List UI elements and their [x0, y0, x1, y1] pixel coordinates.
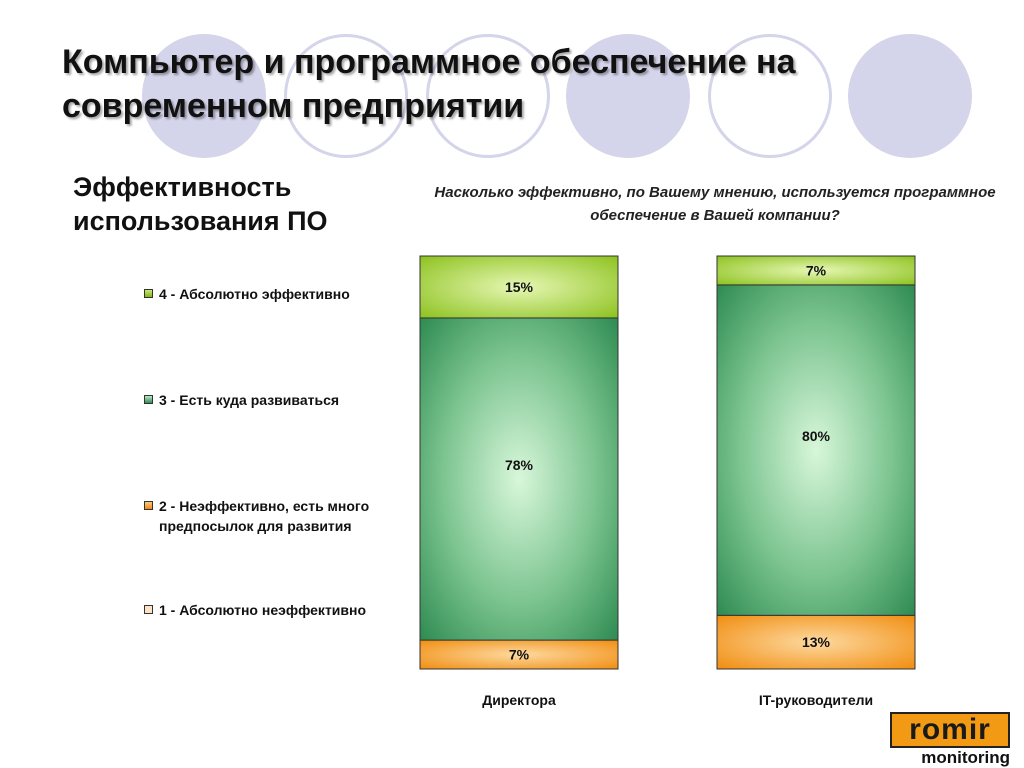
category-label-1: Директора	[482, 692, 556, 708]
legend-label-3: 3 - Есть куда развиваться	[159, 392, 340, 408]
logo-subtext: monitoring	[921, 748, 1010, 767]
data-label-2-3: 80%	[802, 428, 831, 444]
legend-swatch-3	[144, 395, 153, 404]
bar-segment-2-4	[716, 255, 916, 286]
data-label-2-4: 7%	[806, 262, 827, 278]
decor-circle-6	[848, 34, 972, 158]
data-label-1-4: 15%	[505, 279, 534, 295]
legend-label-4: 4 - Абсолютно эффективно	[159, 286, 350, 302]
legend-label-1: 1 - Абсолютно неэффективно	[159, 602, 367, 618]
data-label-1-3: 78%	[505, 457, 534, 473]
data-label-1-2: 7%	[509, 647, 530, 663]
page-title: Компьютер и программное обеспечение на с…	[62, 43, 796, 125]
decor-circle-3	[426, 34, 550, 158]
decor-circle-2	[284, 34, 408, 158]
decor-circle-1	[142, 34, 266, 158]
logo-box: romir	[890, 712, 1010, 748]
legend-item-4: 4 - Абсолютно эффективно	[142, 284, 402, 304]
decor-circle-5	[708, 34, 832, 158]
legend-label-2: 2 - Неэффективно, есть много предпосылок…	[159, 498, 370, 534]
data-label-2-2: 13%	[802, 634, 831, 650]
bar-segment-1-3	[419, 317, 619, 641]
romir-logo: romir monitoring	[890, 712, 1010, 768]
category-label-2: IT-руководители	[759, 692, 873, 708]
legend-item-1: 1 - Абсолютно неэффективно	[142, 600, 402, 620]
logo-word: romir	[909, 713, 991, 746]
bar-segment-1-4	[419, 255, 619, 319]
section-title: Эффективность использования ПО	[73, 172, 328, 236]
legend-item-3: 3 - Есть куда развиваться	[142, 390, 402, 410]
legend-item-2: 2 - Неэффективно, есть много предпосылок…	[142, 496, 402, 536]
bar-segment-2-3	[716, 284, 916, 616]
chart-question: Насколько эффективно, по Вашему мнению, …	[434, 184, 996, 224]
legend-swatch-2	[144, 501, 153, 510]
decor-circle-4	[566, 34, 690, 158]
bar-segment-2-2	[716, 614, 916, 670]
bar-segment-1-2	[419, 639, 619, 670]
legend-swatch-1	[144, 605, 153, 614]
legend-swatch-4	[144, 289, 153, 298]
